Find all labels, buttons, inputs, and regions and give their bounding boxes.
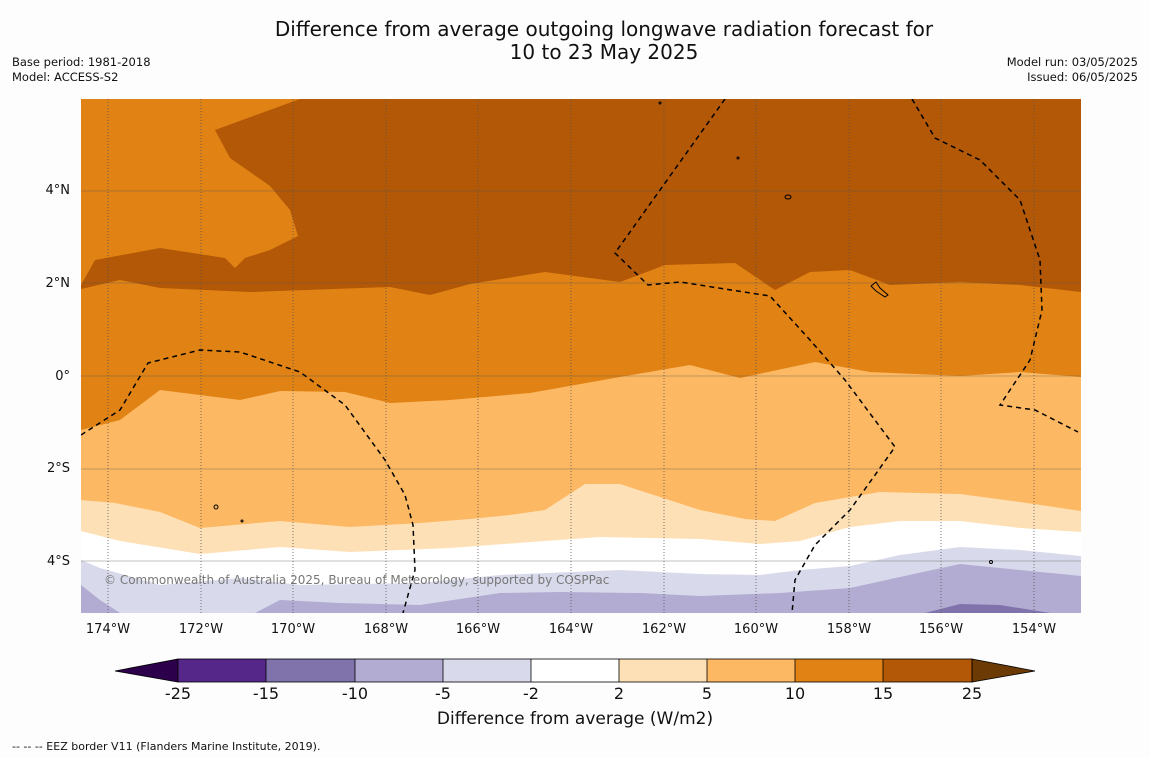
colorbar-tick-label: -15 (252, 684, 280, 703)
base-period: Base period: 1981-2018 (12, 55, 151, 69)
colorbar-segment (266, 659, 355, 682)
lon-label: 170°W (270, 622, 316, 637)
chart-title: Difference from average outgoing longwav… (0, 18, 1150, 64)
colorbar (114, 658, 1036, 683)
lat-label-2s: 2°S (46, 461, 70, 476)
colorbar-tick-label: 5 (701, 684, 713, 703)
islands (213, 101, 993, 564)
copyright-notice: © Commonwealth of Australia 2025, Bureau… (104, 573, 610, 587)
lon-label: 166°W (455, 622, 501, 637)
colorbar-title: Difference from average (W/m2) (436, 709, 714, 729)
title-line-2: 10 to 23 May 2025 (509, 40, 699, 64)
map-fill (81, 99, 1081, 613)
colorbar-tick-label: 25 (961, 684, 983, 703)
issued-date: Issued: 06/05/2025 (1027, 70, 1138, 84)
lon-label: 154°W (1011, 622, 1057, 637)
model-name: Model: ACCESS-S2 (12, 70, 119, 84)
eez-borders (81, 99, 1079, 613)
meta-right: Model run: 03/05/2025 Issued: 06/05/2025 (1007, 55, 1138, 85)
colorbar-segment (619, 659, 707, 682)
colorbar-segment (707, 659, 795, 682)
eez-legend-note: -- -- -- EEZ border V11 (Flanders Marine… (12, 740, 321, 753)
latitude-gridlines (81, 190, 1081, 562)
colorbar-tick-label: 15 (872, 684, 894, 703)
colorbar-segment (178, 659, 266, 682)
lat-label-4n: 4°N (45, 183, 71, 198)
title-line-1: Difference from average outgoing longwav… (274, 17, 934, 41)
colorbar-tick-label: -25 (164, 684, 192, 703)
model-run: Model run: 03/05/2025 (1006, 55, 1138, 69)
lon-label: 164°W (548, 622, 594, 637)
colorbar-extend-high (971, 658, 1036, 683)
lon-label: 156°W (918, 622, 964, 637)
band-m15-m10 (925, 604, 1050, 613)
colorbar-segment (795, 659, 883, 682)
band-m10-m5 (255, 564, 1081, 613)
colorbar-tick-label: 10 (784, 684, 806, 703)
lon-label: 160°W (733, 622, 779, 637)
band-10-15 (81, 99, 1081, 430)
colorbar-segment (531, 659, 619, 682)
lon-label: 158°W (826, 622, 872, 637)
colorbar-tick-label: -2 (523, 684, 539, 703)
colorbar-tick-label: 2 (613, 684, 625, 703)
colorbar-segment (355, 659, 443, 682)
lon-label: 162°W (641, 622, 687, 637)
meta-left: Base period: 1981-2018 Model: ACCESS-S2 (12, 55, 151, 85)
colorbar-tick-label: -5 (435, 684, 451, 703)
lon-label: 172°W (178, 622, 224, 637)
lat-label-0: 0° (55, 369, 70, 384)
colorbar-extend-low (114, 658, 179, 683)
lat-label-4s: 4°S (46, 554, 70, 569)
colorbar-segment (443, 659, 531, 682)
band-m10-m5-west (81, 585, 120, 613)
lat-label-2n: 2°N (45, 276, 71, 291)
colorbar-segment (883, 659, 972, 682)
lon-label: 168°W (363, 622, 409, 637)
lon-label: 174°W (85, 622, 131, 637)
colorbar-tick-label: -10 (341, 684, 369, 703)
